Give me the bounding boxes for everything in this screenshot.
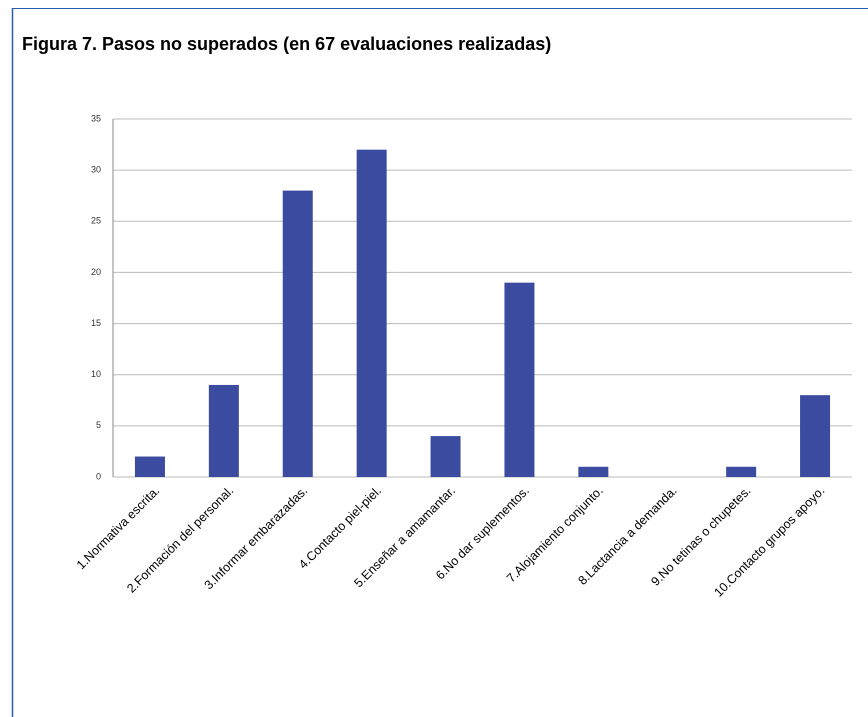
bar	[134, 456, 165, 477]
bar	[356, 149, 387, 477]
x-tick-label: 4.Contacto piel-piel.	[296, 484, 384, 572]
bar	[726, 466, 757, 477]
bar	[282, 190, 313, 477]
bar	[208, 384, 239, 477]
bar	[504, 282, 535, 477]
y-tick-label: 5	[96, 420, 101, 430]
chart-title: Figura 7. Pasos no superados (en 67 eval…	[22, 34, 551, 54]
y-tick-label: 35	[91, 113, 101, 123]
y-tick-label: 15	[91, 318, 101, 328]
bar	[800, 395, 831, 477]
y-tick-label: 30	[91, 165, 101, 175]
y-tick-label: 0	[96, 471, 101, 481]
bar	[430, 436, 461, 477]
y-tick-label: 25	[91, 216, 101, 226]
y-tick-label: 10	[91, 369, 101, 379]
y-tick-label: 20	[91, 267, 101, 277]
x-tick-label: 1.Normativa escrita.	[74, 484, 162, 572]
bar	[578, 466, 609, 477]
